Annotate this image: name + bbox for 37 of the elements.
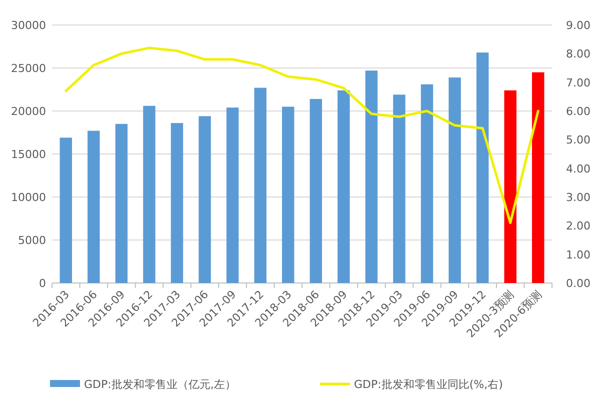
y-tick-label: 20000 [11, 105, 46, 118]
legend-label: GDP:批发和零售业同比(%,右) [354, 378, 503, 391]
bar [198, 116, 211, 283]
bar [60, 138, 72, 283]
bar [282, 106, 294, 283]
bar [254, 88, 266, 283]
y2-tick-label: 1.00 [566, 248, 590, 262]
y-tick-label: 15000 [11, 148, 46, 161]
bar [88, 130, 100, 283]
bar [365, 70, 378, 283]
bar [532, 72, 544, 283]
y2-tick-label: 2.00 [566, 220, 590, 233]
y-tick-label: 0 [39, 277, 46, 290]
y-tick-label: 25000 [11, 62, 46, 75]
legend-label: GDP:批发和零售业（亿元,左） [84, 378, 236, 391]
bar [504, 90, 516, 283]
y2-tick-label: 3.00 [566, 191, 590, 204]
y-tick-label: 30000 [11, 19, 46, 32]
bar [448, 77, 461, 283]
y2-tick-label: 0.00 [566, 277, 590, 290]
y2-tick-label: 5.00 [566, 134, 590, 147]
bar [115, 124, 128, 283]
y2-tick-label: 9.00 [566, 19, 590, 32]
y-tick-label: 10000 [11, 191, 46, 204]
bar [310, 98, 322, 283]
bar [476, 52, 489, 283]
y2-tick-label: 6.00 [566, 105, 590, 118]
bar [143, 106, 156, 283]
bar [393, 94, 406, 283]
bar [420, 84, 434, 283]
y2-tick-label: 7.00 [566, 76, 590, 90]
y-tick-label: 5000 [18, 234, 46, 247]
bar [226, 108, 239, 283]
y2-tick-label: 4.00 [566, 162, 590, 176]
bar [170, 123, 184, 283]
bar [338, 90, 350, 283]
y2-tick-label: 8.00 [566, 48, 590, 61]
